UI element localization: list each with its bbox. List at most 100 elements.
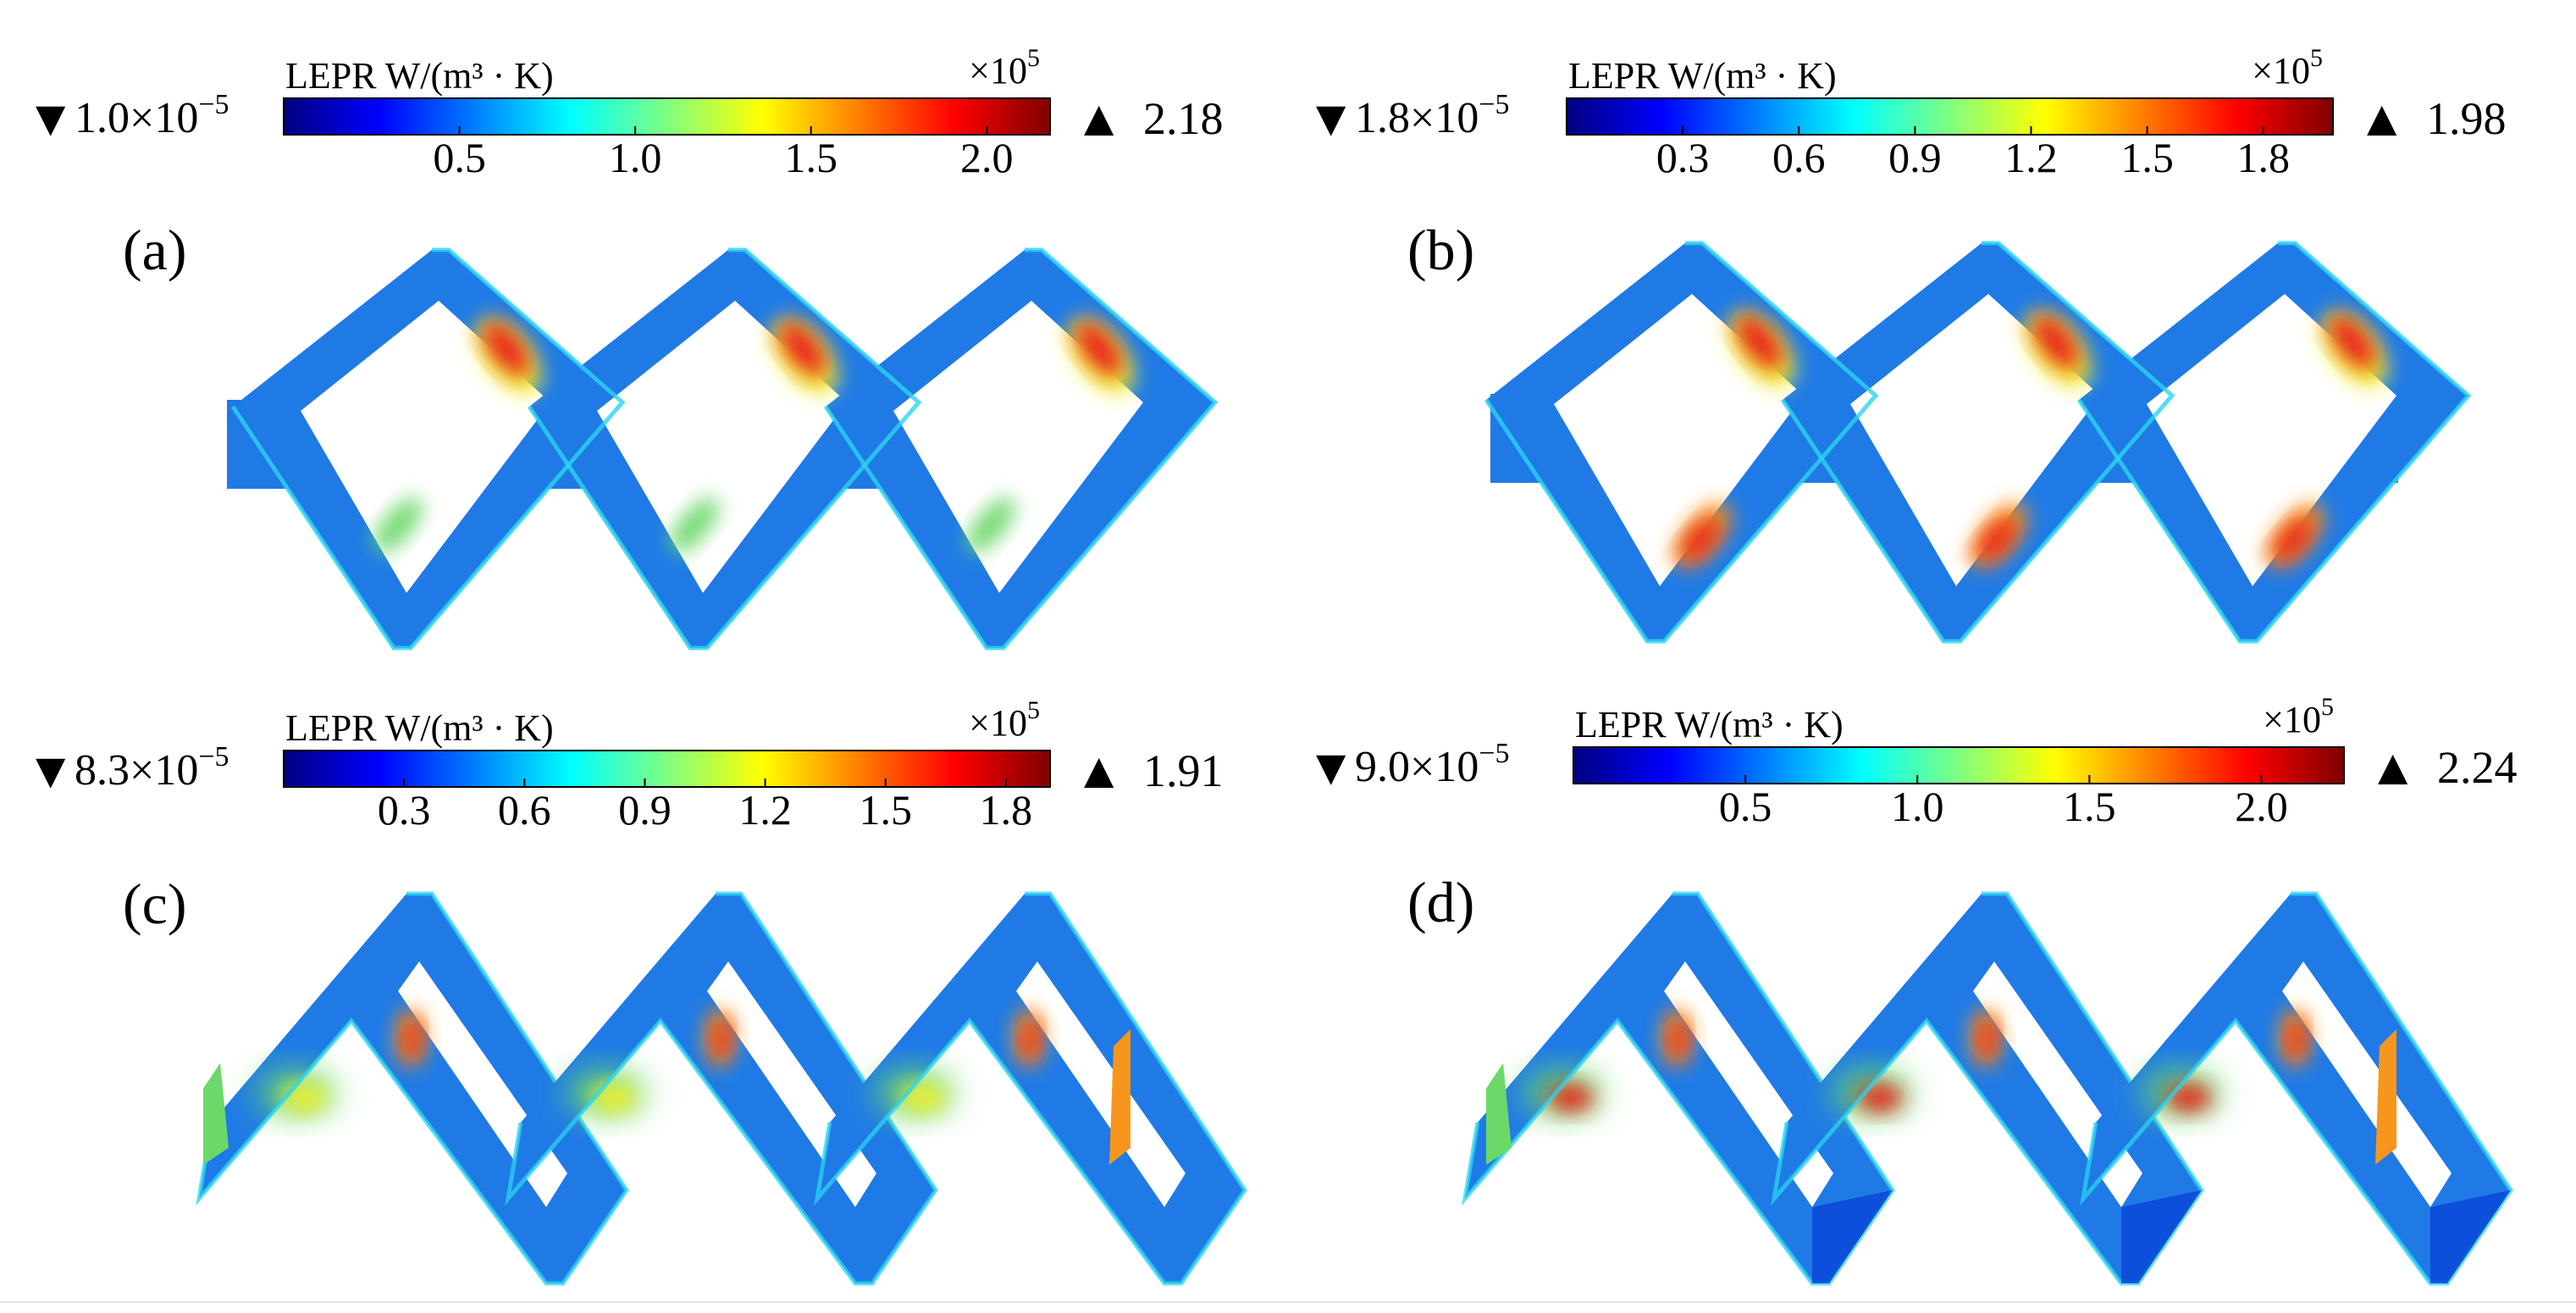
max-value: 2.24 [2437,742,2518,793]
hotspot-core [1736,315,1783,369]
colorbar-tick-label: 0.9 [1888,134,1942,181]
colorbar-c: LEPR W/(m³ · K) ×105 0.3 0.6 0.9 1.2 1.5 1.8 [283,696,1051,834]
colorbar-gradient [1573,746,2345,784]
wall-edge [527,247,922,651]
multiplier-base: ×10 [2263,699,2321,740]
hotspot-core [2032,315,2080,369]
legend-title: LEPR W/(m³ · K) [1568,55,1837,97]
multiplier-base: ×10 [969,702,1027,744]
max-value: 1.91 [1143,745,1224,796]
colorbar-tick-label: 1.0 [609,134,662,181]
legend-title: LEPR W/(m³ · K) [285,55,554,97]
hotspot-core [779,322,826,376]
panel-c: LEPR W/(m³ · K) ×105 0.3 0.6 0.9 1.2 1.5 1.8 ▼8.… [25,696,1248,1286]
colorbar-gradient [1566,97,2334,136]
colorbar-tick-label: 0.6 [1772,134,1826,181]
max-marker-icon: ▲ [1074,91,1124,147]
colorbar-tick-label: 0.5 [433,134,486,181]
min-exponent: −5 [198,741,229,773]
colorbar-a: LEPR W/(m³ · K) ×105 0.5 1.0 1.5 2.0 [283,44,1051,181]
panel-label: (a) [123,218,186,282]
hotspot-lower-core [1977,518,2016,561]
min-exponent: −5 [1479,738,1509,769]
wall-edge [230,247,626,651]
colorbar-tick-label: 1.5 [784,134,837,181]
colorbar-tick-label: 1.5 [2063,783,2116,830]
max-marker-icon: ▲ [2368,740,2418,795]
inner-slot [2282,961,2452,1207]
min-marker-icon: ▼ [25,91,75,147]
inner-slot [1554,294,1804,586]
hotspot-inner-core [1670,1021,1687,1058]
channel-inlet [203,1063,229,1165]
colorbar-b: LEPR W/(m³ · K) ×105 0.3 0.6 0.9 1.2 1.5 1.8 [1566,44,2334,181]
colorbar-tick-label: 1.5 [2120,134,2174,181]
hotspot-core [483,322,530,376]
min-value: 1.0×10−5 [75,89,229,142]
channel-field-c [196,891,1248,1286]
min-value: 8.3×10−5 [75,741,229,795]
colorbar-tick-label: 2.0 [960,134,1014,181]
colorbar-tick-label: 0.6 [498,786,551,834]
multiplier-exponent: 5 [2321,693,2334,721]
hotspot-core [283,1084,327,1111]
low-zone [2430,1190,2511,1283]
multiplier-base: ×10 [969,50,1027,91]
colorbar-gradient [283,97,1051,136]
hotspot-core [1549,1084,1593,1111]
colorbar-tick-label: 1.5 [859,786,912,834]
hotspot-lower [670,497,719,553]
colorbar-tick-label: 1.2 [738,786,792,834]
inner-slot [301,301,550,593]
wall-edge [505,891,939,1286]
zigzag-segment [2083,894,2511,1283]
min-exponent: −5 [1479,89,1509,120]
multiplier-exponent: 5 [1027,44,1040,72]
min-mantissa: 9.0×10 [1355,743,1479,791]
hotspot-core [2167,1084,2211,1111]
panel-label: (d) [1407,870,1474,934]
max-marker-icon: ▲ [2357,91,2407,147]
legend-title: LEPR W/(m³ · K) [285,707,554,749]
colorbar-tick-label: 1.2 [2004,134,2058,181]
hotspot-inner-core [713,1021,730,1058]
min-exponent: −5 [198,89,229,120]
wall-edge [823,247,1219,651]
wall-edge [2076,241,2472,644]
hotspot-inner-core [404,1021,421,1058]
panel-label: (b) [1407,218,1474,282]
colorbar-d: LEPR W/(m³ · K) ×105 0.5 1.0 1.5 2.0 [1573,693,2345,830]
hotspot-inner-core [1979,1021,1996,1058]
min-marker-icon: ▼ [1306,740,1356,795]
legend-title: LEPR W/(m³ · K) [1575,704,1844,745]
multiplier-base: ×10 [2252,50,2310,91]
panel-d: LEPR W/(m³ · K) ×105 0.5 1.0 1.5 2.0 ▼9.0×10−5… [1306,693,2518,1286]
inner-slot [2147,294,2396,586]
inner-slot [1850,294,2100,586]
hotspot-core [592,1084,636,1111]
hotspot-inner-core [2288,1021,2305,1058]
channel-outlet [2375,1029,2396,1165]
colorbar-tick-label: 0.3 [378,786,431,834]
min-marker-icon: ▼ [25,743,75,799]
colorbar-tick-label: 1.0 [1891,783,1944,830]
wall-edge [814,891,1248,1286]
hotspot-lower [966,497,1015,553]
colorbar-tick-label: 1.8 [980,786,1033,834]
hotspot-inner-core [1022,1021,1039,1058]
hotspot-core [1075,322,1123,376]
max-value: 1.98 [2426,93,2507,144]
min-mantissa: 1.0×10 [75,94,198,142]
hotspot-lower [373,497,423,553]
colorbar-tick-label: 1.8 [2236,134,2290,181]
hotspot-core [2329,315,2376,369]
min-mantissa: 8.3×10 [75,746,198,795]
min-value: 1.8×10−5 [1355,89,1510,142]
zigzag-segment [817,894,1245,1283]
low-zone [1812,1190,1893,1283]
colorbar-tick-label: 0.3 [1656,134,1710,181]
hotspot-lower-core [2274,518,2313,561]
multiplier-exponent: 5 [1027,696,1040,724]
